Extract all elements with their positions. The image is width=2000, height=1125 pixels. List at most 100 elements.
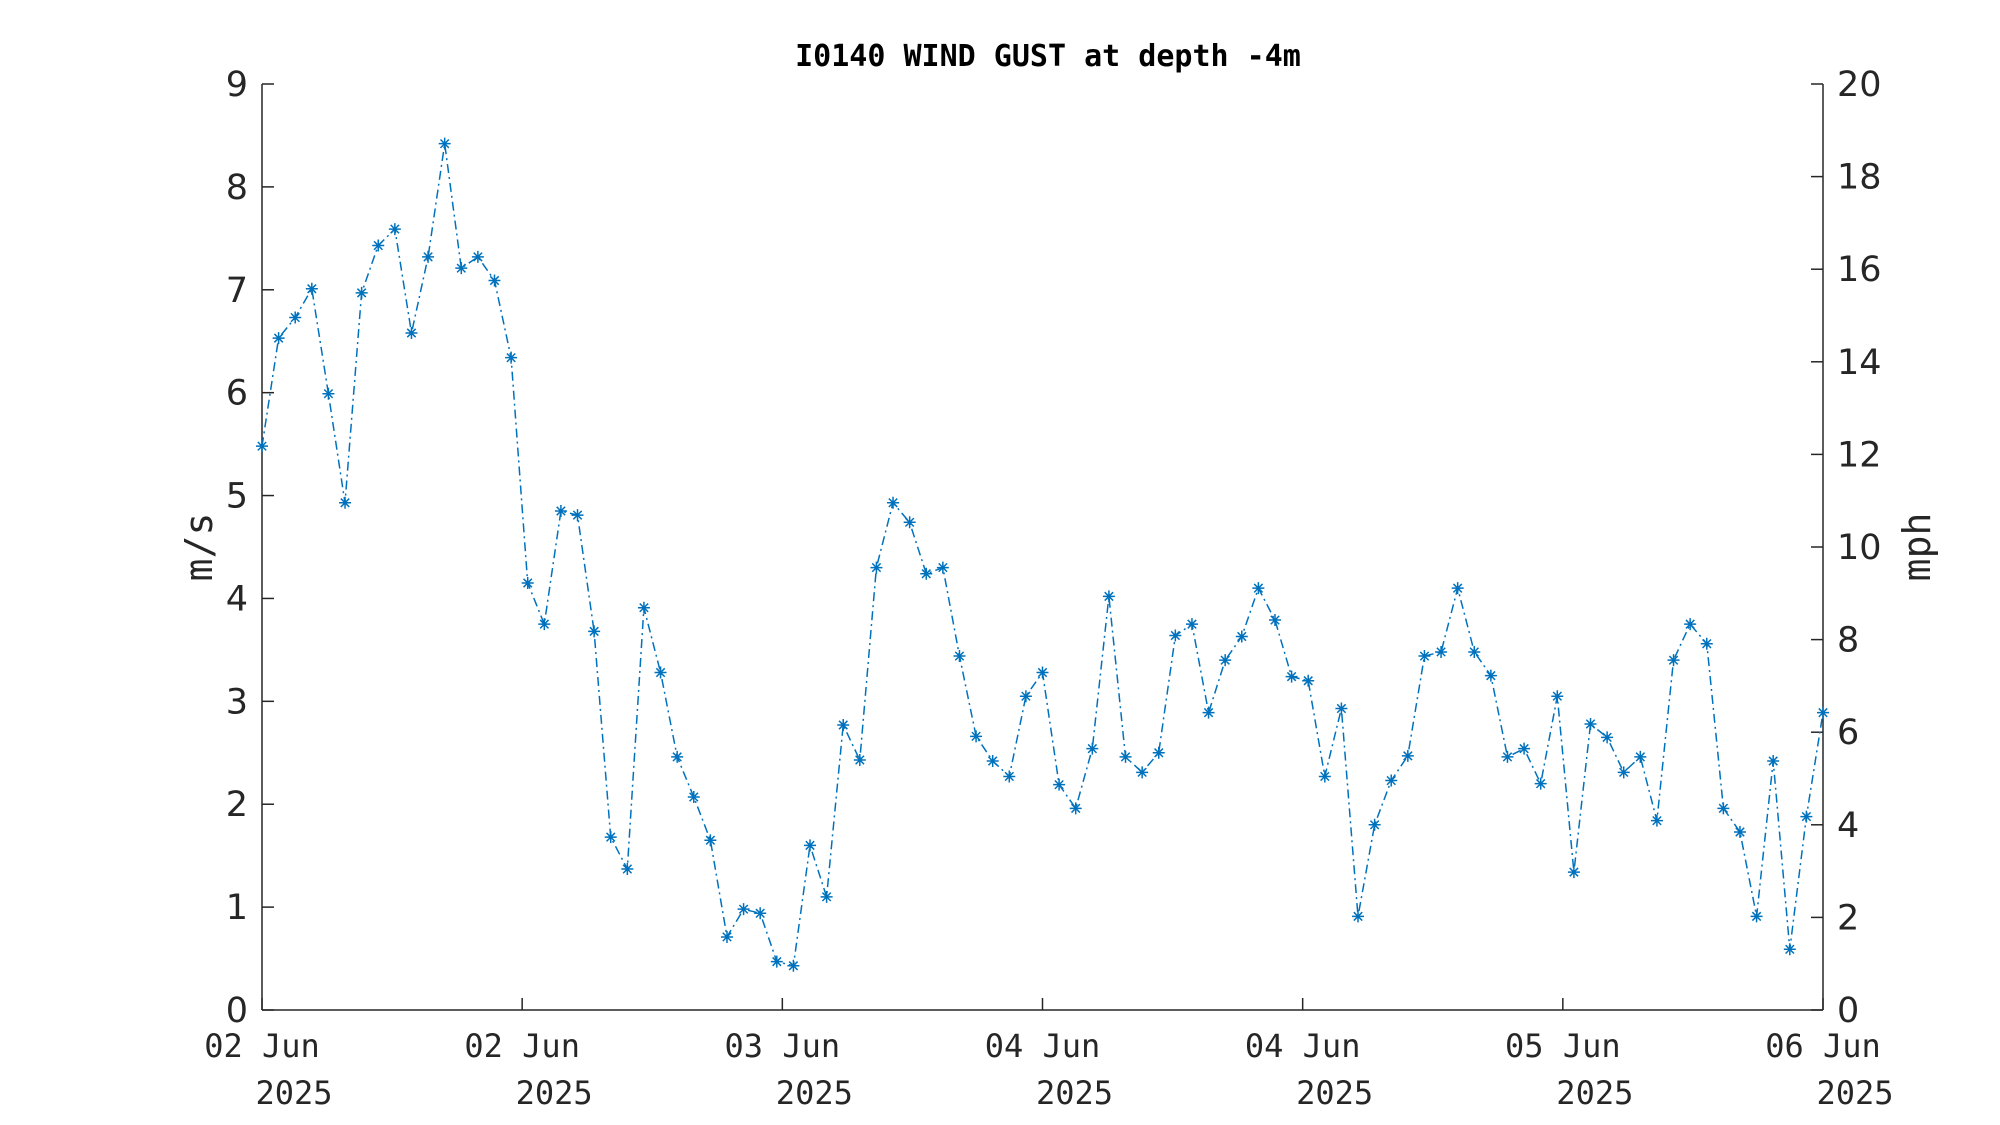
chart-title: I0140 WIND GUST at depth -4m (795, 39, 1301, 74)
y-tick-label-right: 4 (1837, 806, 1859, 846)
data-point-marker (1733, 826, 1746, 839)
data-point-marker (355, 286, 368, 299)
data-point-marker (538, 618, 551, 631)
data-point-marker (372, 239, 385, 252)
data-point-marker (1252, 582, 1265, 595)
data-point-marker (1053, 778, 1066, 791)
data-point-marker (604, 831, 617, 844)
data-point-marker (887, 496, 900, 509)
x-tick-label-year: 2025 (776, 1074, 853, 1112)
data-point-marker (1069, 802, 1082, 815)
data-point-marker (1119, 750, 1132, 763)
data-point-marker (1468, 645, 1481, 658)
x-tick-label-date: 04 Jun (1245, 1027, 1361, 1065)
data-point-marker (837, 718, 850, 731)
y-tick-label-left: 5 (226, 477, 248, 517)
data-point-marker (422, 250, 435, 263)
data-point-marker (1036, 666, 1049, 679)
data-point-marker (953, 650, 966, 663)
x-tick-label-year: 2025 (1816, 1074, 1893, 1112)
data-point-marker (1800, 810, 1813, 823)
y-tick-label-right: 6 (1837, 713, 1859, 753)
y-tick-label-left: 0 (226, 991, 248, 1031)
data-point-marker (305, 282, 318, 295)
data-point-marker (571, 509, 584, 522)
data-point-marker (1102, 590, 1115, 603)
data-point-marker (1551, 690, 1564, 703)
data-point-marker (754, 907, 767, 920)
x-tick-label-date: 02 Jun (204, 1027, 320, 1065)
data-point-marker (1767, 755, 1780, 768)
data-point-marker (870, 561, 883, 574)
x-tick-label-date: 04 Jun (985, 1027, 1101, 1065)
x-tick-label-year: 2025 (1296, 1074, 1373, 1112)
data-point-marker (388, 223, 401, 236)
y-tick-label-right: 12 (1837, 435, 1882, 475)
data-point-marker (405, 326, 418, 339)
data-point-marker (1518, 742, 1531, 755)
y-tick-label-left: 8 (226, 168, 248, 208)
data-point-marker (1700, 637, 1713, 650)
left-y-ticks: 0 1 2 3 4 5 6 7 8 9 (226, 65, 274, 1031)
y-tick-label-right: 0 (1837, 991, 1859, 1031)
data-point-marker (970, 730, 983, 743)
y-tick-label-right: 18 (1837, 158, 1882, 198)
data-point-marker (1202, 706, 1215, 719)
data-point-marker (322, 387, 335, 400)
data-point-marker (1019, 690, 1032, 703)
data-point-marker (1169, 629, 1182, 642)
data-point-marker (1601, 731, 1614, 744)
data-point-marker (1335, 702, 1348, 715)
x-tick-label-date: 03 Jun (725, 1027, 841, 1065)
data-point-marker (438, 137, 451, 150)
data-point-marker (986, 755, 999, 768)
data-point-marker (471, 250, 484, 263)
data-point-marker (505, 351, 518, 364)
data-point-marker (272, 332, 285, 345)
data-point-marker (687, 791, 700, 804)
data-point-marker (1152, 746, 1165, 759)
x-tick-label-year: 2025 (1036, 1074, 1113, 1112)
x-tick-label-year: 2025 (516, 1074, 593, 1112)
data-point-marker (1235, 630, 1248, 643)
data-point-marker (903, 516, 916, 529)
y-tick-label-left: 3 (226, 682, 248, 722)
data-point-marker (1584, 717, 1597, 730)
data-point-marker (1501, 750, 1514, 763)
data-point-marker (1086, 742, 1099, 755)
y-tick-label-left: 6 (226, 374, 248, 414)
y-tick-label-right: 16 (1837, 250, 1882, 290)
data-point-marker (455, 262, 468, 275)
data-point-marker (1650, 814, 1663, 827)
data-point-marker (720, 930, 733, 943)
data-point-marker (1418, 650, 1431, 663)
data-point-marker (936, 561, 949, 574)
data-point-marker (1567, 866, 1580, 879)
data-point-marker (770, 955, 783, 968)
data-point-marker (1385, 774, 1398, 787)
data-point-marker (787, 959, 800, 972)
data-point-marker (820, 890, 833, 903)
data-point-marker (1750, 910, 1763, 923)
y-tick-label-right: 10 (1837, 528, 1882, 568)
data-point-marker (1717, 802, 1730, 815)
x-tick-label-date: 02 Jun (464, 1027, 580, 1065)
data-point-marker (637, 601, 650, 614)
data-point-marker (920, 567, 933, 580)
data-point-marker (1368, 818, 1381, 831)
data-point-marker (1285, 670, 1298, 683)
y-tick-label-right: 20 (1837, 65, 1882, 105)
data-point-marker (1268, 614, 1281, 627)
x-tick-label-date: 06 Jun (1765, 1027, 1881, 1065)
data-point-marker (289, 311, 302, 324)
y-axis-label-left: m/s (177, 513, 221, 582)
y-tick-label-right: 2 (1837, 898, 1859, 938)
y-tick-label-right: 14 (1837, 343, 1882, 383)
y-tick-label-left: 7 (226, 271, 248, 311)
y-tick-label-left: 2 (226, 785, 248, 825)
data-point-marker (1003, 770, 1016, 783)
data-point-marker (704, 834, 717, 847)
right-y-ticks: 0 2 4 6 8 10 12 14 16 18 20 (1811, 65, 1882, 1031)
